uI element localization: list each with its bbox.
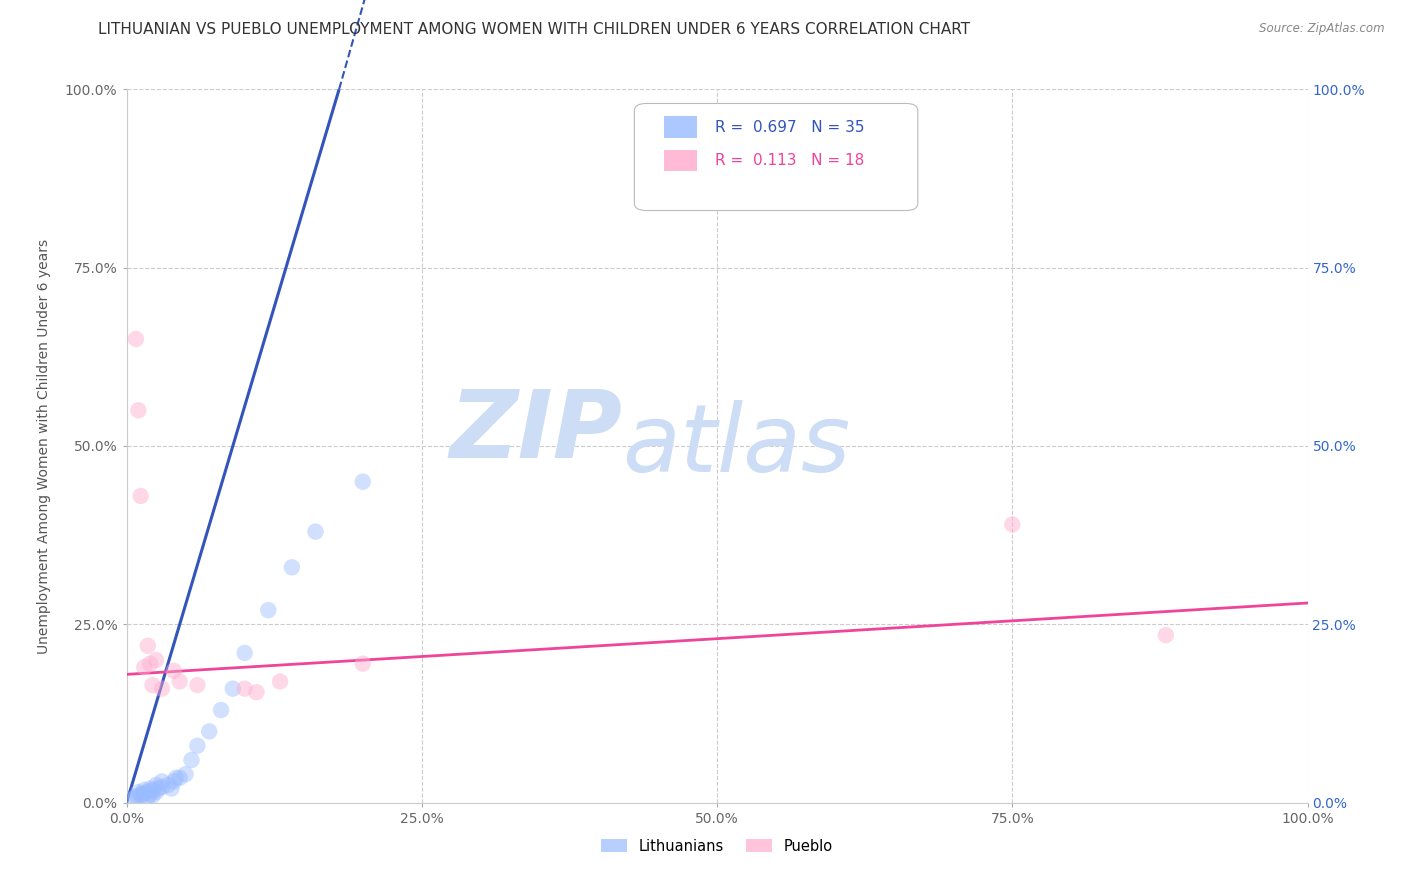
Point [127, 785, 149, 799]
Point [150, 774, 173, 789]
Point [352, 657, 374, 671]
Point [150, 780, 173, 794]
Text: Source: ZipAtlas.com: Source: ZipAtlas.com [1260, 22, 1385, 36]
Point [222, 681, 245, 696]
Point [127, 789, 149, 803]
Point [134, 783, 156, 797]
Point [129, 787, 152, 801]
Point [148, 781, 170, 796]
Point [186, 739, 208, 753]
Point [269, 674, 291, 689]
Point [233, 681, 256, 696]
Point [1154, 628, 1177, 642]
Point [134, 660, 156, 674]
Point [145, 785, 167, 799]
Point [180, 753, 202, 767]
Point [141, 783, 163, 797]
Point [198, 724, 221, 739]
FancyBboxPatch shape [664, 116, 697, 137]
Text: ZIP: ZIP [450, 385, 623, 478]
Point [125, 790, 148, 805]
Point [233, 646, 256, 660]
Point [150, 681, 173, 696]
Text: R =  0.697   N = 35: R = 0.697 N = 35 [714, 120, 865, 135]
Point [160, 781, 183, 796]
Point [139, 657, 162, 671]
Point [304, 524, 326, 539]
Point [169, 674, 191, 689]
Text: atlas: atlas [623, 401, 851, 491]
Point [134, 787, 156, 801]
Point [174, 767, 197, 781]
Point [186, 678, 208, 692]
Text: LITHUANIAN VS PUEBLO UNEMPLOYMENT AMONG WOMEN WITH CHILDREN UNDER 6 YEARS CORREL: LITHUANIAN VS PUEBLO UNEMPLOYMENT AMONG … [98, 22, 970, 37]
Text: R =  0.113   N = 18: R = 0.113 N = 18 [714, 153, 863, 168]
Point [121, 792, 143, 806]
Point [139, 787, 162, 801]
Point [145, 778, 167, 792]
Point [281, 560, 304, 574]
Point [125, 332, 148, 346]
Point [139, 781, 162, 796]
Point [163, 774, 186, 789]
Point [245, 685, 267, 699]
Point [135, 785, 157, 799]
Legend: Lithuanians, Pueblo: Lithuanians, Pueblo [595, 833, 839, 860]
Point [141, 678, 163, 692]
Y-axis label: Unemployment Among Women with Children Under 6 years: Unemployment Among Women with Children U… [37, 238, 51, 654]
Point [145, 653, 167, 667]
Point [1001, 517, 1024, 532]
Point [156, 778, 179, 792]
Point [136, 639, 159, 653]
Point [141, 789, 163, 803]
FancyBboxPatch shape [634, 103, 918, 211]
Point [131, 789, 153, 803]
Point [136, 790, 159, 805]
Point [209, 703, 232, 717]
Point [129, 489, 152, 503]
Point [163, 664, 186, 678]
Point [352, 475, 374, 489]
Point [169, 771, 191, 785]
FancyBboxPatch shape [664, 150, 697, 171]
Point [257, 603, 280, 617]
Point [165, 771, 187, 785]
Point [127, 403, 149, 417]
